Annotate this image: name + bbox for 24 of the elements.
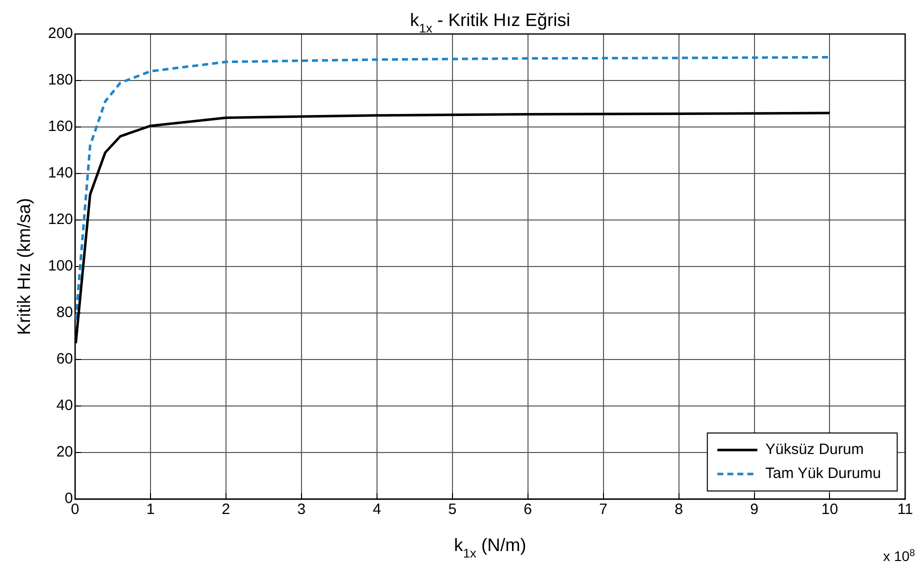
y-tick-label: 120 xyxy=(48,211,74,228)
y-tick-label: 100 xyxy=(48,258,74,275)
y-tick-label: 20 xyxy=(56,444,74,461)
y-tick-label: 40 xyxy=(56,397,74,414)
legend-label: Tam Yük Durumu xyxy=(765,465,881,482)
y-tick-label: 200 xyxy=(48,25,74,42)
x-tick-label: 8 xyxy=(674,501,683,518)
y-tick-label: 160 xyxy=(48,118,74,136)
x-tick-label: 2 xyxy=(222,501,230,518)
x-tick-label: 6 xyxy=(524,501,532,518)
x-tick-label: 4 xyxy=(372,501,382,518)
y-tick-label: 80 xyxy=(56,304,74,322)
x-tick-label: 1 xyxy=(146,501,155,518)
x-tick-label: 3 xyxy=(297,501,306,518)
x-tick-label: 7 xyxy=(599,501,608,518)
y-tick-label: 180 xyxy=(48,72,74,89)
x-tick-label: 10 xyxy=(821,501,838,518)
x-tick-label: 11 xyxy=(897,501,914,518)
x-tick-label: 9 xyxy=(750,501,758,518)
y-axis-title: Kritik Hız (km/sa) xyxy=(14,198,34,335)
y-tick-label: 140 xyxy=(48,164,74,182)
y-tick-label: 60 xyxy=(56,350,74,368)
x-tick-label: 5 xyxy=(448,501,457,518)
legend-label: Yüksüz Durum xyxy=(765,441,864,458)
